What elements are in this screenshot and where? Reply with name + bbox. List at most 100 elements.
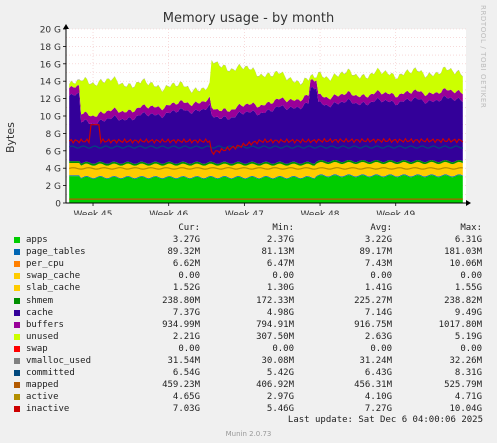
legend-avg: 7.14G bbox=[364, 307, 392, 318]
legend-header-cur: Cur: bbox=[178, 223, 200, 233]
y-tick-label: 10 G bbox=[40, 113, 61, 123]
legend-min: 0.00 bbox=[272, 343, 294, 354]
legend-avg: 2.63G bbox=[364, 331, 392, 342]
legend-max: 6.31G bbox=[454, 235, 482, 246]
y-axis-arrow bbox=[63, 24, 69, 29]
legend-name: inactive bbox=[26, 404, 70, 415]
legend-name: page_tables bbox=[26, 247, 86, 258]
area-page-tables bbox=[69, 174, 463, 179]
legend-avg: 7.43M bbox=[364, 259, 392, 270]
area-unused bbox=[69, 60, 463, 117]
legend-cur: 6.62M bbox=[172, 259, 200, 270]
legend-swatch bbox=[14, 406, 20, 413]
legend-min: 794.91M bbox=[256, 319, 294, 330]
legend-avg: 916.75M bbox=[354, 319, 392, 330]
legend-max: 181.03M bbox=[444, 247, 482, 258]
legend-header-avg: Avg: bbox=[370, 223, 392, 233]
legend-swatch bbox=[14, 237, 20, 244]
legend-min: 4.98G bbox=[266, 307, 294, 318]
legend-swatch bbox=[14, 321, 20, 328]
y-tick-label: 6 G bbox=[45, 147, 61, 157]
chart-title: Memory usage - by month bbox=[162, 11, 335, 26]
legend-swatch bbox=[14, 309, 20, 316]
line-committed bbox=[68, 145, 463, 149]
y-tick-label: 0 bbox=[55, 200, 61, 210]
legend-header-max: Max: bbox=[460, 223, 482, 233]
legend-min: 6.47M bbox=[266, 259, 294, 270]
y-tick-label: 14 G bbox=[40, 78, 61, 88]
legend-cur: 459.23M bbox=[162, 380, 200, 391]
legend-swatch bbox=[14, 297, 20, 304]
legend-avg: 1.41G bbox=[364, 283, 392, 294]
legend-swatch bbox=[14, 273, 20, 280]
legend-min: 307.50M bbox=[256, 331, 294, 342]
legend-avg: 6.43G bbox=[364, 368, 392, 379]
legend-cur: 238.80M bbox=[162, 295, 200, 306]
legend-max: 10.06M bbox=[449, 259, 482, 270]
legend-cur: 7.37G bbox=[172, 307, 200, 318]
x-tick-label: Week 46 bbox=[149, 210, 188, 215]
legend-min: 406.92M bbox=[256, 380, 294, 391]
legend-avg: 7.27G bbox=[364, 404, 392, 415]
legend-header-min: Min: bbox=[272, 223, 294, 233]
legend-min: 2.97G bbox=[266, 392, 294, 403]
chart-plot: 0 2 G 4 G 6 G 8 G 10 G 12 G 14 G 16 G 18 G 20 G Wee… bbox=[40, 24, 471, 215]
legend-avg: 4.10G bbox=[364, 392, 392, 403]
legend-name: mapped bbox=[26, 380, 59, 391]
legend-cur: 89.32M bbox=[167, 247, 200, 258]
line-inactive bbox=[68, 124, 464, 156]
rrdtool-credit: RRDTOOL / TOBI OETIKER bbox=[479, 5, 487, 109]
y-tick-label: 8 G bbox=[45, 130, 61, 140]
y-tick-label: 18 G bbox=[40, 43, 61, 53]
x-axis-arrow bbox=[466, 200, 471, 206]
x-tick-label: Week 48 bbox=[301, 210, 340, 215]
legend-name: per_cpu bbox=[26, 259, 64, 270]
x-tick-label: Week 47 bbox=[225, 210, 264, 215]
legend-cur: 6.54G bbox=[172, 368, 200, 379]
legend-max: 9.49G bbox=[454, 307, 482, 318]
y-tick-label: 20 G bbox=[40, 26, 61, 36]
legend-avg: 0.00 bbox=[370, 271, 392, 282]
legend-max: 0.00 bbox=[460, 271, 482, 282]
y-tick-label: 2 G bbox=[45, 182, 61, 192]
legend-name: active bbox=[26, 392, 59, 403]
legend-max: 10.04G bbox=[449, 404, 482, 415]
legend-swatch bbox=[14, 249, 20, 256]
legend-name: apps bbox=[26, 235, 48, 246]
legend-cur: 0.00 bbox=[178, 343, 200, 354]
legend-avg: 225.27M bbox=[354, 295, 392, 306]
legend-max: 0.00 bbox=[460, 343, 482, 354]
legend-min: 81.13M bbox=[261, 247, 294, 258]
legend-cur: 3.27G bbox=[172, 235, 200, 246]
legend-swatch bbox=[14, 333, 20, 340]
legend-max: 5.19G bbox=[454, 331, 482, 342]
line-active bbox=[69, 167, 463, 170]
legend-name: cache bbox=[26, 307, 54, 318]
legend-cur: 934.99M bbox=[162, 319, 200, 330]
legend-avg: 31.24M bbox=[359, 356, 392, 367]
legend-avg: 0.00 bbox=[370, 343, 392, 354]
area-cache bbox=[69, 86, 463, 164]
legend-swatch bbox=[14, 370, 20, 377]
area-slab-cache bbox=[69, 161, 463, 179]
legend-name: shmem bbox=[26, 295, 54, 306]
legend-name: vmalloc_used bbox=[26, 356, 92, 367]
last-update: Last update: Sat Dec 6 04:00:06 2025 bbox=[287, 415, 483, 425]
legend-max: 32.26M bbox=[449, 356, 482, 367]
legend-swatch bbox=[14, 358, 20, 365]
legend-max: 238.82M bbox=[444, 295, 482, 306]
legend-name: slab_cache bbox=[26, 283, 81, 294]
legend-min: 5.46G bbox=[266, 404, 294, 415]
legend-cur: 0.00 bbox=[178, 271, 200, 282]
area-shmem bbox=[69, 160, 463, 166]
legend-avg: 456.31M bbox=[354, 380, 392, 391]
legend-name: swap bbox=[26, 343, 48, 354]
legend-swatch bbox=[14, 382, 20, 389]
legend-swatch bbox=[14, 285, 20, 292]
munin-version: Munin 2.0.73 bbox=[225, 430, 272, 438]
y-tick-label: 16 G bbox=[40, 60, 61, 70]
legend-min: 172.33M bbox=[256, 295, 294, 306]
legend-min: 2.37G bbox=[266, 235, 294, 246]
legend-name: swap_cache bbox=[26, 271, 81, 282]
